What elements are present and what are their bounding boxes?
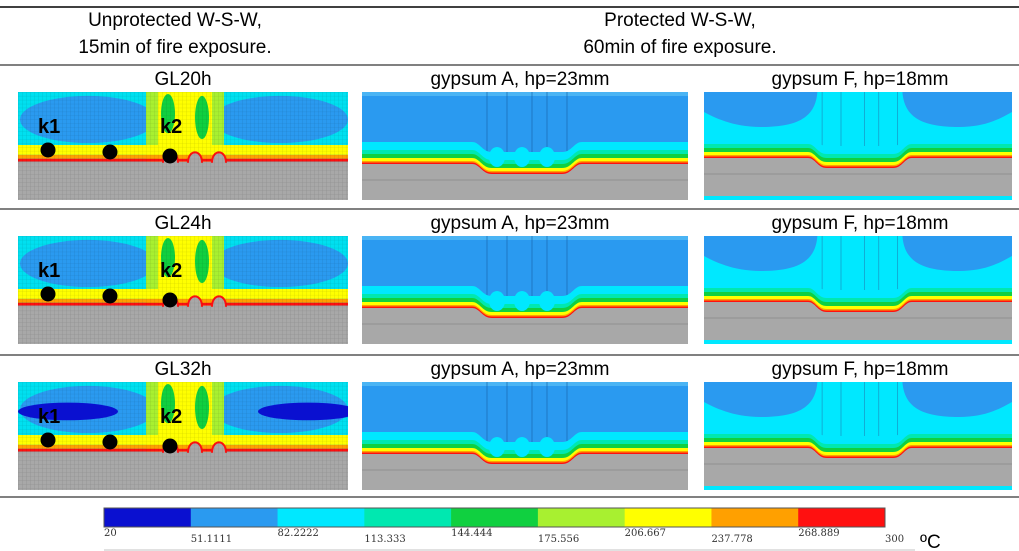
marker-dot	[162, 438, 178, 454]
cell-label: gypsum A, hp=23mm	[430, 69, 609, 90]
contour-image	[18, 236, 348, 344]
marker-dot	[102, 288, 118, 304]
colorbar-segment	[451, 508, 539, 527]
marker-label: k2	[160, 116, 182, 138]
colorbar-segment	[104, 508, 192, 527]
legend: 20 51.1111 82.2222 113.333 144.444 175.556 206…	[103, 507, 941, 551]
legend-label: 175.556	[538, 534, 579, 545]
contour-image	[362, 92, 688, 202]
contour-image	[704, 382, 1012, 490]
marker-dot	[40, 142, 56, 158]
legend-label: 20	[104, 528, 117, 539]
colorbar-segment	[537, 508, 626, 527]
marker-dot	[40, 432, 56, 448]
rules	[0, 6, 1019, 498]
legend-label: 300	[885, 534, 904, 545]
marker-label: k1	[38, 406, 60, 428]
contour-image	[362, 236, 688, 346]
colorbar-segment	[277, 508, 365, 527]
cell-label: GL32h	[154, 359, 211, 380]
colorbar-segment	[364, 508, 452, 527]
colorbar-segment	[624, 508, 712, 527]
marker-dot	[40, 286, 56, 302]
cell-label: gypsum F, hp=18mm	[772, 69, 949, 90]
contour-image	[704, 92, 1012, 200]
colorbar-segment	[798, 508, 886, 527]
marker-label: k2	[160, 260, 182, 282]
contour-image	[362, 382, 688, 492]
cell-label: GL20h	[154, 69, 211, 90]
cell-label: GL24h	[154, 213, 211, 234]
cell-label: gypsum F, hp=18mm	[772, 213, 949, 234]
marker-label: k1	[38, 116, 60, 138]
header-text: 60min of fire exposure.	[583, 37, 776, 58]
legend-unit: ºC	[920, 532, 941, 551]
colorbar-frame	[103, 507, 886, 528]
marker-dot	[162, 148, 178, 164]
header-text: 15min of fire exposure.	[78, 37, 271, 58]
legend-label: 237.778	[711, 534, 752, 545]
legend-label: 206.667	[625, 528, 666, 539]
legend-label: 51.1111	[191, 534, 232, 545]
legend-label: 144.444	[451, 528, 492, 539]
marker-dot	[102, 144, 118, 160]
header-text: Unprotected W-S-W,	[88, 10, 262, 31]
legend-label: 113.333	[364, 534, 405, 545]
marker-dot	[102, 434, 118, 450]
marker-dot	[162, 292, 178, 308]
colorbar-segment	[190, 508, 279, 527]
cell-label: gypsum A, hp=23mm	[430, 213, 609, 234]
marker-label: k1	[38, 260, 60, 282]
legend-label: 82.2222	[278, 528, 319, 539]
colorbar-segment	[711, 508, 799, 527]
contour-image	[704, 236, 1012, 344]
rows: GL20h gypsum A, hp=23mm gypsum F, hp=18mm k…	[18, 69, 1012, 492]
cell-label: gypsum A, hp=23mm	[430, 359, 609, 380]
contour-image	[18, 92, 348, 200]
marker-label: k2	[160, 406, 182, 428]
header-text: Protected W-S-W,	[604, 10, 756, 31]
legend-label: 268.889	[798, 528, 839, 539]
contour-image	[18, 382, 358, 490]
cell-label: gypsum F, hp=18mm	[772, 359, 949, 380]
